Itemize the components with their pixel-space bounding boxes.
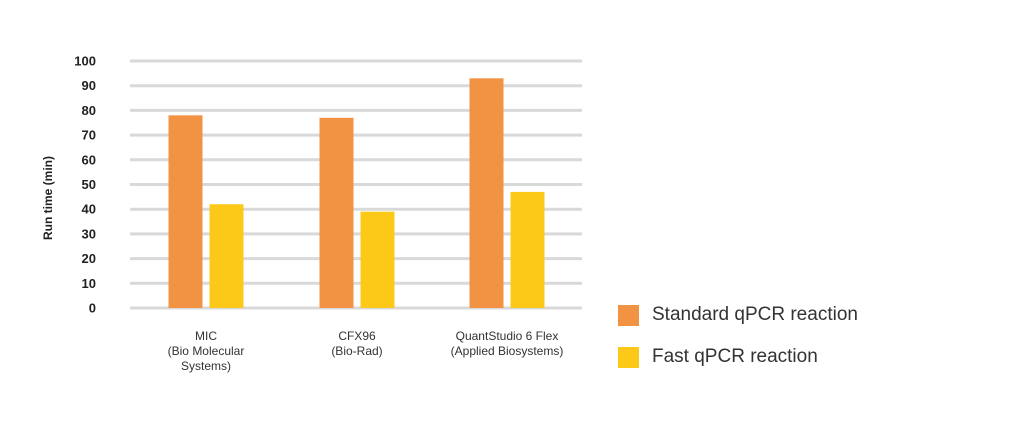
y-tick-label: 20 [82,251,96,266]
y-tick-label: 90 [82,78,96,93]
x-category-label: Systems) [181,359,231,373]
legend-label: Standard qPCR reaction [652,304,858,325]
y-tick-label: 30 [82,226,96,241]
bar-fast [209,204,244,308]
x-category-label: QuantStudio 6 Flex [456,329,559,343]
bar-fast [510,191,545,308]
legend-label: Fast qPCR reaction [652,346,818,367]
chart-legend: Standard qPCR reaction Fast qPCR reaction [618,300,858,384]
y-tick-label: 100 [74,54,96,69]
legend-swatch [618,346,639,368]
y-axis-title: Run time (min) [41,156,55,240]
x-category-label: MIC [195,329,217,343]
x-category-label: (Bio Molecular [168,344,245,358]
bar-standard [319,117,354,308]
x-category-label: (Bio-Rad) [331,344,382,358]
legend-item: Standard qPCR reaction [618,300,858,330]
bar-standard [168,115,203,308]
y-tick-label: 70 [82,128,96,143]
y-tick-label: 60 [82,152,96,167]
bar-standard [469,78,504,308]
y-tick-label: 50 [82,177,96,192]
y-tick-label: 80 [82,103,96,118]
y-tick-label: 40 [82,202,96,217]
x-category-label: (Applied Biosystems) [451,344,564,358]
legend-item: Fast qPCR reaction [618,342,858,372]
y-tick-label: 10 [82,276,96,291]
y-tick-label: 0 [89,301,96,316]
legend-swatch [618,304,639,326]
bar-fast [360,211,395,308]
x-category-label: CFX96 [338,329,376,343]
